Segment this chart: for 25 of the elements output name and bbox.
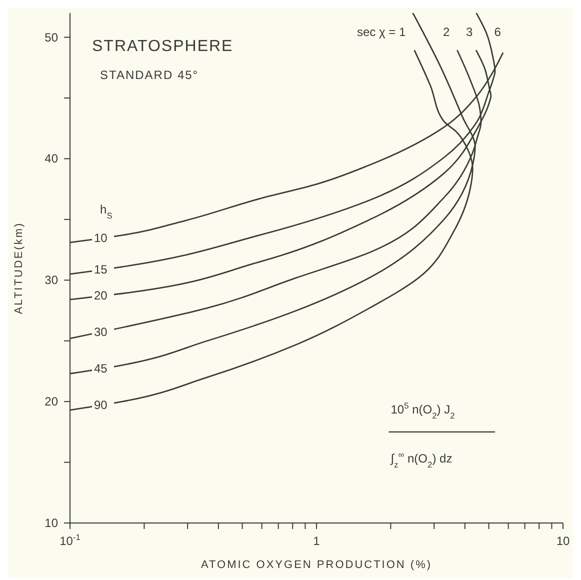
annotation: 2 [443,25,450,40]
y-tick-label: 40 [44,152,58,166]
text: STRATOSPHERE [92,38,234,55]
annotation: h$_{S}$ [100,202,113,220]
y-tick-label: 20 [44,394,58,409]
series-label: 45 [94,361,108,376]
series-label: 30 [94,324,108,339]
x-tick-label: 10$^{-1}$ [60,532,81,548]
series-label: 15 [94,262,108,276]
x-axis-title: ATOMIC OXYGEN PRODUCTION (%) [200,559,432,571]
annotation: 10$^{5}$ n(O$_{2}$) J$_{2}$ [390,400,456,421]
annotation: sec χ = 1 [357,25,406,40]
series-label: 90 [94,398,108,412]
series-label: 20 [94,288,108,303]
y-tick-label: 50 [44,30,58,44]
y-axis-title: ALTITUDE(km) [12,222,25,314]
series-label: 10 [94,230,108,245]
x-tick-label: 1 [313,534,320,548]
annotation: 3 [466,25,473,40]
annotation: ∫$_{z}$$^{∞}$ n(O$_{2}$) dz [390,449,452,470]
x-tick-label: 10 [556,534,570,548]
annotation: 6 [494,25,502,40]
y-tick-label: 10 [44,516,58,530]
text: STANDARD 45° [100,68,199,82]
y-tick-label: 30 [44,273,58,288]
